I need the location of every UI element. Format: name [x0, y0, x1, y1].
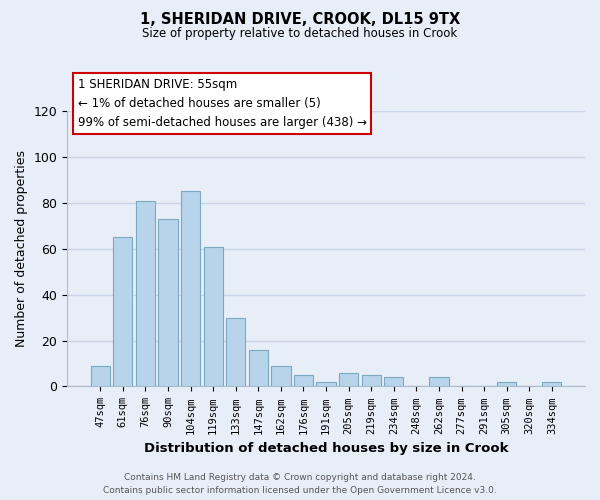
Bar [542, 382, 562, 386]
Text: 1, SHERIDAN DRIVE, CROOK, DL15 9TX: 1, SHERIDAN DRIVE, CROOK, DL15 9TX [140, 12, 460, 28]
Bar [91, 366, 110, 386]
Bar [294, 375, 313, 386]
Text: 1 SHERIDAN DRIVE: 55sqm
← 1% of detached houses are smaller (5)
99% of semi-deta: 1 SHERIDAN DRIVE: 55sqm ← 1% of detached… [77, 78, 367, 129]
Bar [339, 372, 358, 386]
Bar [271, 366, 290, 386]
Bar [316, 382, 335, 386]
Bar [362, 375, 381, 386]
Y-axis label: Number of detached properties: Number of detached properties [15, 150, 28, 348]
Bar [158, 219, 178, 386]
Bar [113, 238, 133, 386]
Bar [203, 246, 223, 386]
Text: Contains HM Land Registry data © Crown copyright and database right 2024.
Contai: Contains HM Land Registry data © Crown c… [103, 474, 497, 495]
Bar [136, 200, 155, 386]
Text: Size of property relative to detached houses in Crook: Size of property relative to detached ho… [142, 28, 458, 40]
Bar [181, 192, 200, 386]
Bar [497, 382, 517, 386]
X-axis label: Distribution of detached houses by size in Crook: Distribution of detached houses by size … [144, 442, 508, 455]
Bar [226, 318, 245, 386]
Bar [249, 350, 268, 387]
Bar [430, 378, 449, 386]
Bar [384, 378, 403, 386]
